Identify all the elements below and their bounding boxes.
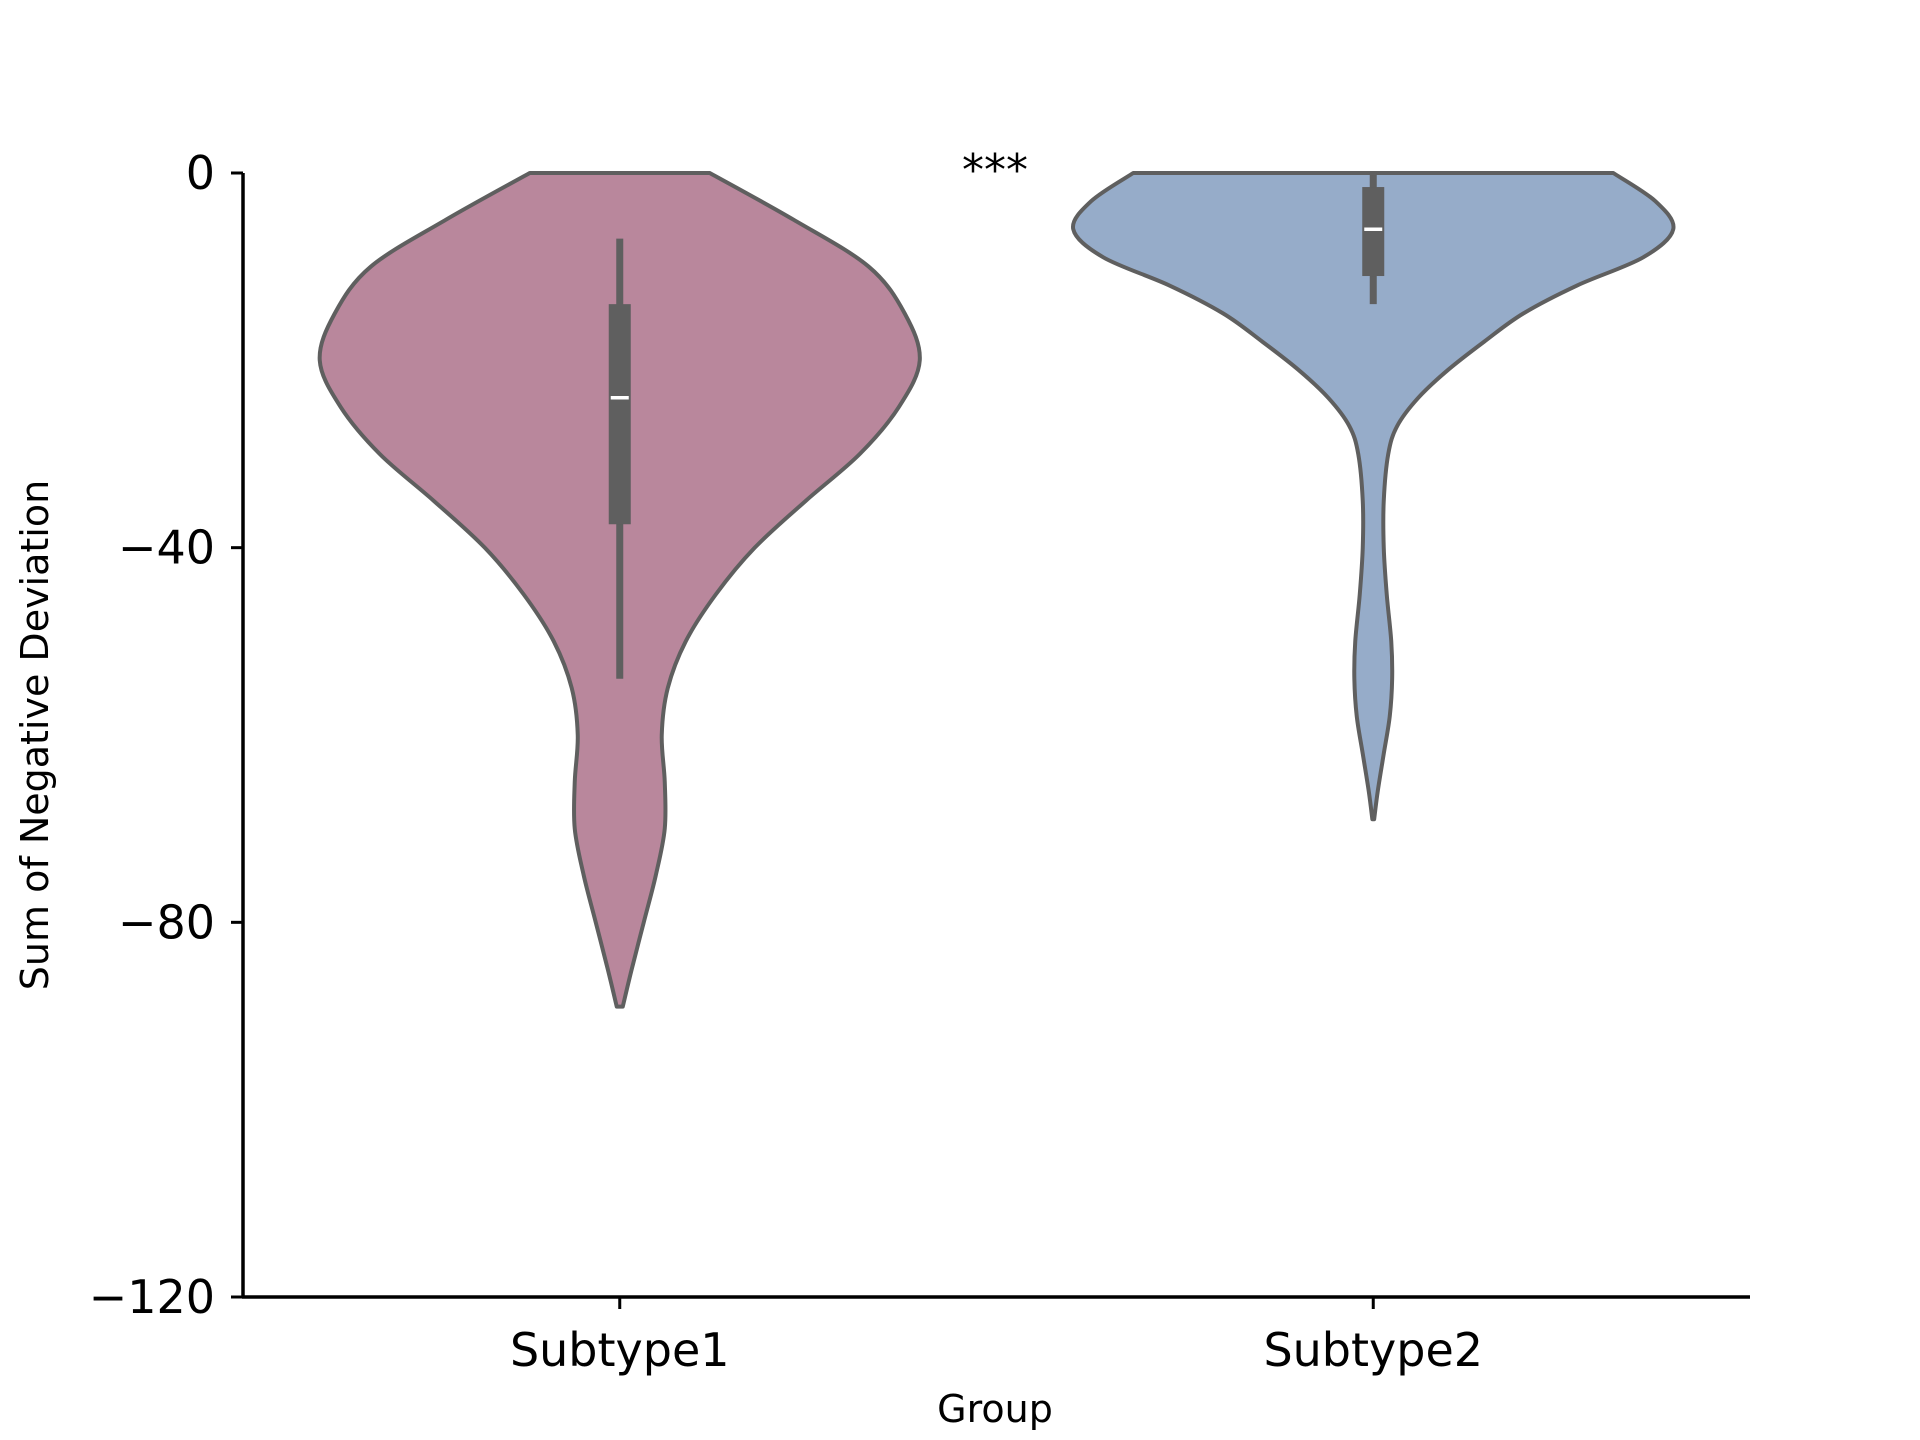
significance-annotation: *** bbox=[962, 145, 1028, 196]
y-tick-label: −40 bbox=[118, 521, 215, 575]
x-tick-label-subtype1: Subtype1 bbox=[510, 1323, 730, 1377]
violins-layer bbox=[317, 171, 1676, 1009]
y-axis-label: Sum of Negative Deviation bbox=[13, 480, 57, 990]
box-layer bbox=[608, 173, 1385, 679]
y-tick-label: −80 bbox=[118, 895, 215, 949]
y-tick-label: 0 bbox=[186, 146, 215, 200]
x-ticks: Subtype1 Subtype2 bbox=[510, 1297, 1483, 1377]
x-axis-label: Group bbox=[937, 1387, 1053, 1431]
iqr-box-subtype1 bbox=[608, 304, 631, 525]
x-tick-label-subtype2: Subtype2 bbox=[1263, 1323, 1483, 1377]
violin-subtype2 bbox=[1071, 171, 1676, 822]
y-ticks: 0 −40 −80 −120 bbox=[89, 146, 243, 1324]
y-tick-label: −120 bbox=[89, 1270, 215, 1324]
iqr-box-subtype2 bbox=[1362, 187, 1385, 277]
